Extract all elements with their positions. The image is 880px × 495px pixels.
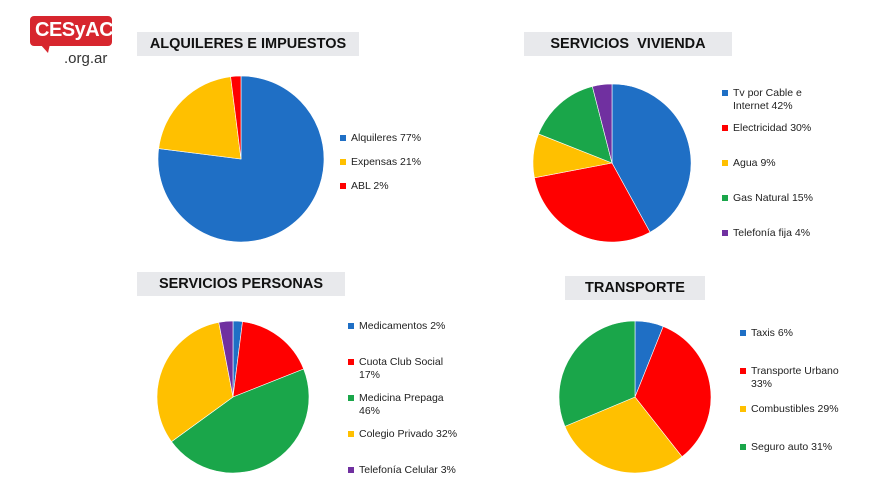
- pie-chart-transporte: [558, 320, 712, 474]
- legend-swatch: [740, 330, 746, 336]
- chart-title-transporte: TRANSPORTE: [565, 276, 705, 300]
- legend-item-tv-por-cable-e-internet: Tv por Cable e Internet 42%: [722, 87, 822, 113]
- legend-label: Electricidad 30%: [733, 122, 812, 134]
- legend-label: Alquileres 77%: [351, 132, 422, 144]
- legend-item-expensas: Expensas 21%: [340, 156, 450, 169]
- legend-swatch: [740, 444, 746, 450]
- legend-item-abl: ABL 2%: [340, 180, 450, 193]
- pie-slice-telefonia-fija: [591, 83, 613, 164]
- legend-swatch: [340, 135, 346, 141]
- pie-slice-medicina-prepaga: [171, 368, 310, 474]
- logo-sub-text: .org.ar: [64, 50, 108, 67]
- legend-item-telefonia-fija: Telefonía fija 4%: [722, 227, 822, 240]
- legend-item-gas-natural: Gas Natural 15%: [722, 192, 822, 205]
- legend-swatch: [740, 406, 746, 412]
- pie-slice-transporte-urbano: [634, 326, 712, 458]
- chart-title-alquileres: ALQUILERES E IMPUESTOS: [137, 32, 359, 56]
- legend-label: Medicamentos 2%: [359, 320, 446, 332]
- pie-slice-expensas: [158, 76, 242, 160]
- legend-item-cuota-club-social: Cuota Club Social 17%: [348, 356, 466, 382]
- legend-item-alquileres: Alquileres 77%: [340, 132, 450, 145]
- legend-label: Tv por Cable e Internet 42%: [733, 87, 802, 112]
- legend-item-colegio-privado: Colegio Privado 32%: [348, 428, 466, 441]
- logo-badge: [30, 16, 112, 46]
- pie-slice-telefonia-celular: [218, 320, 234, 398]
- logo-speech-tail: [40, 44, 50, 53]
- legend-label: Gas Natural 15%: [733, 192, 813, 204]
- legend-label: Telefonía Celular 3%: [359, 464, 456, 476]
- legend-swatch: [348, 395, 354, 401]
- legend-label: Cuota Club Social 17%: [359, 356, 444, 381]
- legend-swatch: [722, 125, 728, 131]
- pie-slice-electricidad: [534, 162, 651, 243]
- legend-swatch: [722, 230, 728, 236]
- legend-label: Seguro auto 31%: [751, 441, 833, 453]
- legend-label: Combustibles 29%: [751, 403, 839, 415]
- pie-slice-combustibles: [564, 396, 683, 474]
- legend-item-medicamentos: Medicamentos 2%: [348, 320, 466, 333]
- legend-label: ABL 2%: [351, 180, 389, 192]
- cesyac-logo: CESyAC .org.ar: [30, 16, 120, 76]
- legend-swatch: [722, 195, 728, 201]
- legend-item-agua: Agua 9%: [722, 157, 822, 170]
- legend-item-telefonia-celular: Telefonía Celular 3%: [348, 464, 466, 477]
- pie-slice-cuota-club-social: [232, 321, 305, 398]
- legend-label: Colegio Privado 32%: [359, 428, 458, 440]
- legend-swatch: [722, 160, 728, 166]
- legend-item-electricidad: Electricidad 30%: [722, 122, 822, 135]
- legend-item-medicina-prepaga: Medicina Prepaga 46%: [348, 392, 466, 418]
- legend-label: Transporte Urbano 33%: [751, 365, 839, 390]
- legend-item-combustibles: Combustibles 29%: [740, 403, 852, 416]
- legend-swatch: [340, 159, 346, 165]
- pie-slice-abl: [230, 75, 242, 160]
- legend-swatch: [722, 90, 728, 96]
- chart-title-servicios-personas: SERVICIOS PERSONAS: [137, 272, 345, 296]
- legend-label: Telefonía fija 4%: [733, 227, 811, 239]
- pie-chart-servicios-personas: [156, 320, 310, 474]
- legend-label: Agua 9%: [733, 157, 776, 169]
- legend-swatch: [348, 359, 354, 365]
- logo-main-text: CESyAC: [35, 19, 114, 41]
- pie-chart-alquileres: [157, 75, 325, 243]
- legend-swatch: [340, 183, 346, 189]
- legend-label: Expensas 21%: [351, 156, 422, 168]
- legend-item-seguro-auto: Seguro auto 31%: [740, 441, 852, 454]
- legend-item-transporte-urbano: Transporte Urbano 33%: [740, 365, 852, 391]
- pie-slice-seguro-auto: [558, 320, 636, 427]
- legend-swatch: [348, 431, 354, 437]
- pie-slice-colegio-privado: [156, 321, 234, 443]
- legend-item-taxis: Taxis 6%: [740, 327, 852, 340]
- pie-slice-tv-por-cable-e-internet: [611, 83, 692, 233]
- legend-swatch: [348, 467, 354, 473]
- legend-label: Medicina Prepaga 46%: [359, 392, 444, 417]
- legend-label: Taxis 6%: [751, 327, 794, 339]
- pie-slice-gas-natural: [538, 86, 613, 164]
- legend-swatch: [740, 368, 746, 374]
- chart-title-servicios-vivienda: SERVICIOS VIVIENDA: [524, 32, 732, 56]
- legend-swatch: [348, 323, 354, 329]
- pie-chart-servicios-vivienda: [532, 83, 692, 243]
